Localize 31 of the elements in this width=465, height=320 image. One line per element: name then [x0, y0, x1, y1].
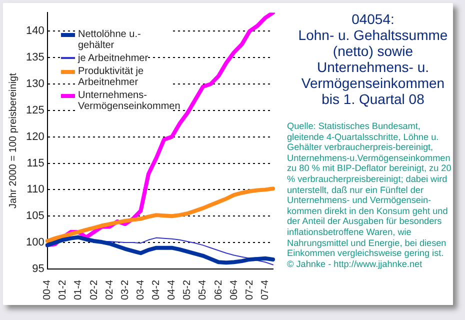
x-tick-label: 03-4 [135, 280, 146, 300]
y-tick-label: 115 [26, 157, 44, 170]
y-tick-label: 125 [26, 104, 44, 116]
x-tick-label: 00-4 [42, 280, 54, 300]
x-tick-label: 06-4 [228, 280, 240, 300]
x-tick-label: 03-2 [120, 280, 131, 300]
x-tick-label: 01-2 [58, 280, 69, 300]
y-tick-label: 110 [26, 184, 44, 196]
y-tick-label: 105 [26, 210, 44, 222]
legend-label: Produktivität je Arbeitnehmer [78, 66, 170, 88]
text: Quelle: Statistisches Bundesamt, gleitende 4-Quartalsschritte, Löhne u. Gehälter verbraucherpreis-bereinigt, Unternehmens-u.Vermögenseinkommen zu 80 % mit BIP-Deflator bereinigt, zu 20 % verbraucherpreisbereinigt; dabei wird unterstellt, daß nur ein Fünftel der Unternehmens- und Vermögensein-kommen direkt in den Konsum geht und der Anteil der Ausgaben für besonders inflationsbetroffene Waren, wie Nahrungsmittel und Energie, bei diesen Einkommen vergleichsweise gering ist. © Jahnke - http://www.jjahnke.net [287, 121, 452, 269]
x-tick-label: 07-4 [260, 280, 271, 300]
x-tick-label: 02-2 [88, 280, 100, 300]
y-tick-label: 120 [26, 130, 44, 143]
y-tick-label: 140 [26, 25, 44, 38]
x-tick-label: 05-2 [182, 280, 194, 300]
x-tick-label: 04-2 [151, 280, 162, 300]
legend-label: je Arbeitnehmer [78, 53, 148, 64]
x-tick-label: 02-4 [104, 280, 116, 300]
y-tick-label: 135 [26, 52, 44, 64]
x-tick-label: 01-4 [73, 280, 84, 300]
legend-label: Unternehmens- Vermögenseinkommen [78, 90, 180, 112]
y-tick-label: 100 [26, 236, 44, 249]
text: 04054: Lohn- u. Gehaltssumme (netto) sowie Unternehmens- u. Vermögenseinkommen bis 1. Quartal 08 [297, 11, 449, 107]
x-tick-label: 07-2 [244, 280, 256, 300]
y-tick-label: 130 [26, 78, 44, 90]
y-axis-title: Jahr 2000 = 100 preisbereinigt [8, 72, 19, 208]
y-tick-label: 95 [32, 263, 44, 276]
x-tick-label: 06-2 [213, 280, 224, 300]
x-tick-label: 05-4 [198, 280, 209, 300]
x-tick-label: 04-4 [166, 280, 178, 300]
